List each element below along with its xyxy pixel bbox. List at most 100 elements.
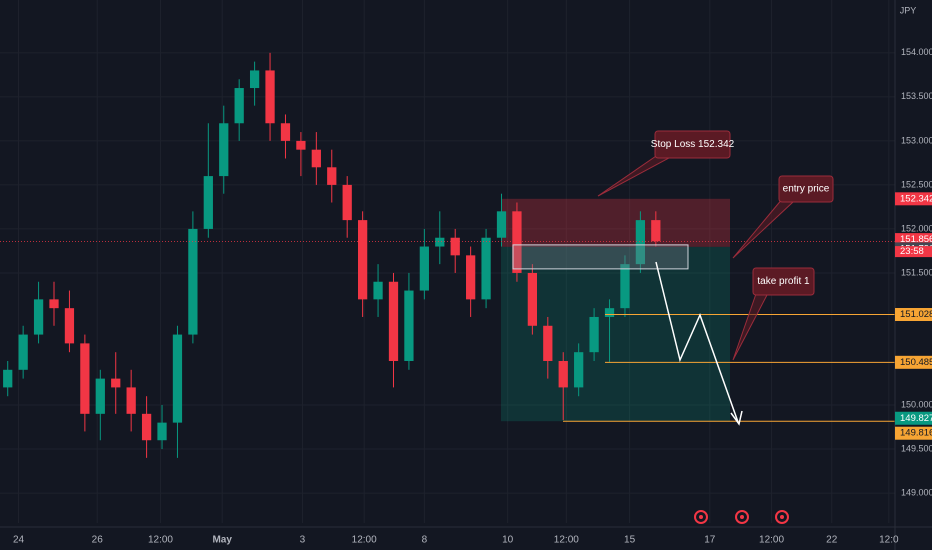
candle-body [604, 308, 615, 317]
candle-body [141, 413, 152, 441]
candle-body [157, 422, 167, 441]
arrow-head [730, 410, 743, 426]
y-tick-label: 154.000 [901, 47, 932, 57]
candle-body [481, 237, 491, 300]
candle-body [419, 246, 429, 291]
candle-body [543, 325, 553, 361]
callout-box [654, 130, 731, 159]
candle-body [512, 211, 522, 273]
x-tick-label: 22 [826, 535, 838, 546]
countdown-bg [895, 246, 932, 258]
candle-body [64, 308, 75, 344]
y-tick-label: 153.500 [901, 91, 932, 101]
x-tick-label: 8 [422, 535, 428, 546]
x-tick-label: 15 [624, 535, 636, 546]
event-icon[interactable] [775, 510, 789, 524]
candle-body [327, 167, 337, 185]
candle-body [49, 299, 59, 309]
price-tag [895, 308, 932, 322]
candle-body [265, 70, 275, 124]
event-icon[interactable] [694, 510, 708, 524]
event-dot [740, 515, 744, 519]
event-icon[interactable] [735, 510, 749, 524]
x-tick-label: May [212, 535, 232, 546]
annotation: Stop Loss 152.342 [651, 139, 735, 150]
y-tick-label: 152.500 [901, 179, 932, 189]
callout-box [778, 175, 834, 203]
stop-loss-zone [501, 198, 730, 247]
candle-body [450, 237, 460, 256]
candle-body [496, 211, 507, 238]
event-dot [780, 515, 784, 519]
y-tick-label: 152.000 [901, 223, 932, 233]
candle-body [111, 378, 121, 388]
candle-body [249, 70, 260, 89]
events [694, 510, 789, 524]
x-tick-label: 12:00 [352, 535, 377, 546]
price-tag-label: 149.816 [900, 428, 932, 439]
x-tick-label: 12:00 [148, 535, 173, 546]
candle-body [404, 290, 414, 361]
price-tag-label: 151.856 [900, 234, 932, 245]
x-tick-label: 17 [704, 535, 716, 546]
candle-body [558, 360, 568, 388]
candle-body [466, 255, 476, 300]
price-tag [895, 411, 932, 425]
candle-body [296, 140, 306, 150]
x-tick-label: 12:00 [554, 535, 579, 546]
candles [3, 52, 661, 458]
candle-body [342, 184, 352, 221]
callout-box [752, 267, 815, 296]
y-tick-label: 149.000 [901, 487, 932, 497]
candle-body [219, 123, 229, 177]
x-tick-label: 12:00 [759, 535, 784, 546]
price-tag [895, 192, 932, 206]
x-tick-label: 26 [92, 535, 104, 546]
entry-box [512, 244, 689, 270]
y-tick-label: 149.500 [901, 443, 932, 453]
candle-body [80, 343, 90, 414]
candle-body [172, 334, 183, 423]
x-tick-label: 12:0 [879, 535, 899, 546]
countdown: 23:58 [900, 246, 924, 257]
candle-body [651, 220, 661, 242]
event-dot [699, 515, 703, 519]
candle-body [280, 123, 291, 141]
candle-body [234, 88, 244, 124]
candle-body [18, 334, 28, 370]
price-tag-label: 151.028 [900, 309, 932, 320]
x-tick-label: 24 [13, 535, 25, 546]
price-tag [895, 426, 932, 440]
candle-body [311, 149, 321, 168]
annotation: take profit 1 [757, 276, 810, 287]
candle-body [358, 220, 368, 300]
candle-body [95, 378, 105, 414]
y-tick-label: 153.000 [901, 135, 932, 145]
candle-body [435, 237, 445, 247]
projection-arrow [655, 261, 739, 423]
annotation: entry price [783, 184, 830, 195]
candle-body [589, 316, 599, 353]
candle-body [188, 228, 198, 335]
candle-body [373, 281, 383, 300]
candle-body [620, 264, 630, 309]
candle-body [635, 220, 646, 265]
overlay: Stop Loss 152.342 entry price take profit … [0, 130, 895, 426]
price-tag-label: 149.827 [900, 413, 932, 424]
candle-body [388, 281, 399, 361]
price-tag-label: 152.342 [900, 193, 932, 204]
candle-body [33, 299, 44, 335]
x-tick-label: 10 [502, 535, 514, 546]
candle-body [3, 369, 13, 388]
price-tag-label: 150.485 [900, 357, 932, 368]
price-tag [895, 355, 932, 369]
x-tick-label: 3 [300, 535, 306, 546]
candle-body [574, 352, 584, 388]
candle-body [126, 387, 136, 414]
candle-body [527, 272, 537, 326]
y-tick-label: 151.500 [901, 267, 932, 277]
candle-body [203, 176, 213, 229]
currency: JPY [900, 5, 917, 15]
y-tick-label: 150.000 [901, 399, 932, 409]
